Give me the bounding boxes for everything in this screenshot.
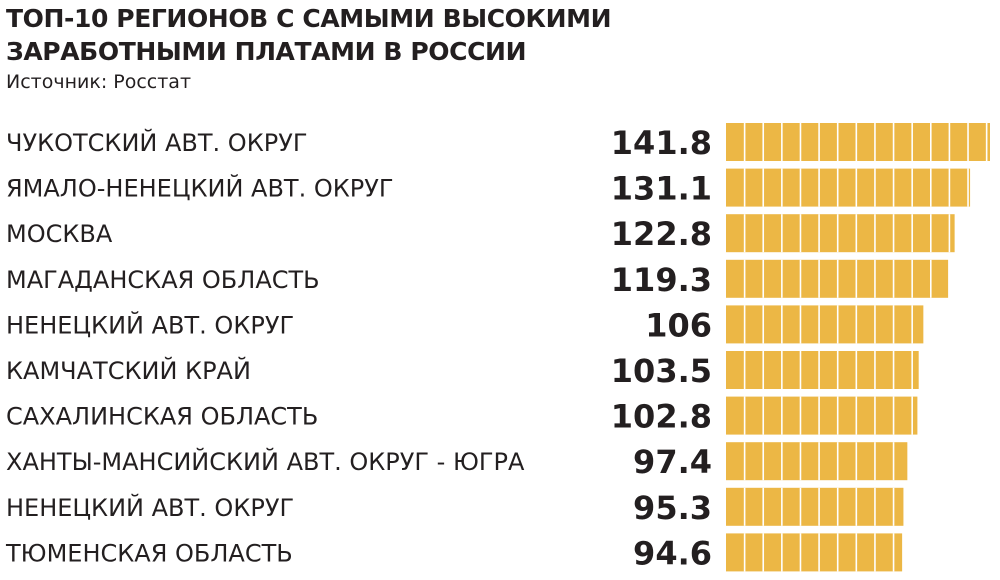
category-label: НЕНЕЦКИЙ АВТ. ОКРУГ (6, 310, 294, 339)
category-label: ХАНТЫ-МАНСИЙСКИЙ АВТ. ОКРУГ - ЮГРА (6, 447, 525, 476)
bar-row: МОСКВА 122.8 (6, 214, 955, 253)
value-label: 131.1 (611, 170, 712, 208)
bar (726, 396, 918, 435)
chart-title-line-2: ЗАРАБОТНЫМИ ПЛАТАМИ В РОССИИ (6, 37, 527, 66)
chart-title-line-1: ТОП-10 РЕГИОНОВ С САМЫМИ ВЫСОКИМИ (6, 4, 612, 33)
value-label: 95.3 (633, 489, 712, 527)
bar-row: САХАЛИНСКАЯ ОБЛАСТЬ 102.8 (6, 396, 918, 436)
value-label: 103.5 (611, 352, 712, 390)
bar-row: НЕНЕЦКИЙ АВТ. ОКРУГ 95.3 (6, 487, 904, 527)
bar (726, 214, 955, 253)
value-label: 119.3 (611, 261, 712, 299)
bar-row: ЧУКОТСКИЙ АВТ. ОКРУГ 141.8 (6, 123, 990, 162)
category-label: МОСКВА (6, 220, 113, 248)
chart-source: Источник: Росстат (6, 71, 192, 93)
bar-row: КАМЧАТСКИЙ КРАЙ 103.5 (6, 351, 919, 390)
value-label: 102.8 (611, 398, 712, 436)
value-label: 94.6 (633, 534, 712, 572)
bar-row: ЯМАЛО-НЕНЕЦКИЙ АВТ. ОКРУГ 131.1 (6, 168, 971, 208)
bar-row: ХАНТЫ-МАНСИЙСКИЙ АВТ. ОКРУГ - ЮГРА 97.4 (6, 442, 908, 481)
category-label: КАМЧАТСКИЙ КРАЙ (6, 356, 251, 385)
bar (726, 533, 903, 572)
bar-row: ТЮМЕНСКАЯ ОБЛАСТЬ 94.6 (5, 533, 903, 572)
bar (726, 168, 971, 207)
value-label: 106 (645, 306, 712, 344)
value-label: 141.8 (611, 124, 712, 162)
bar (726, 351, 919, 389)
category-label: ЧУКОТСКИЙ АВТ. ОКРУГ (6, 128, 307, 157)
category-label: МАГАДАНСКАЯ ОБЛАСТЬ (6, 266, 320, 294)
value-label: 122.8 (611, 215, 712, 253)
bar (726, 305, 924, 344)
bar (726, 442, 908, 481)
bar-row: НЕНЕЦКИЙ АВТ. ОКРУГ 106 (6, 305, 924, 344)
chart-header: ТОП-10 РЕГИОНОВ С САМЫМИ ВЫСОКИМИ ЗАРАБО… (6, 2, 611, 94)
category-label: ТЮМЕНСКАЯ ОБЛАСТЬ (5, 539, 293, 567)
bar (726, 487, 904, 526)
category-label: САХАЛИНСКАЯ ОБЛАСТЬ (6, 403, 318, 431)
category-label: ЯМАЛО-НЕНЕЦКИЙ АВТ. ОКРУГ (6, 174, 394, 203)
bar (726, 123, 990, 161)
category-label: НЕНЕЦКИЙ АВТ. ОКРУГ (6, 493, 294, 522)
value-label: 97.4 (633, 443, 712, 481)
bar-row: МАГАДАНСКАЯ ОБЛАСТЬ 119.3 (6, 259, 949, 299)
